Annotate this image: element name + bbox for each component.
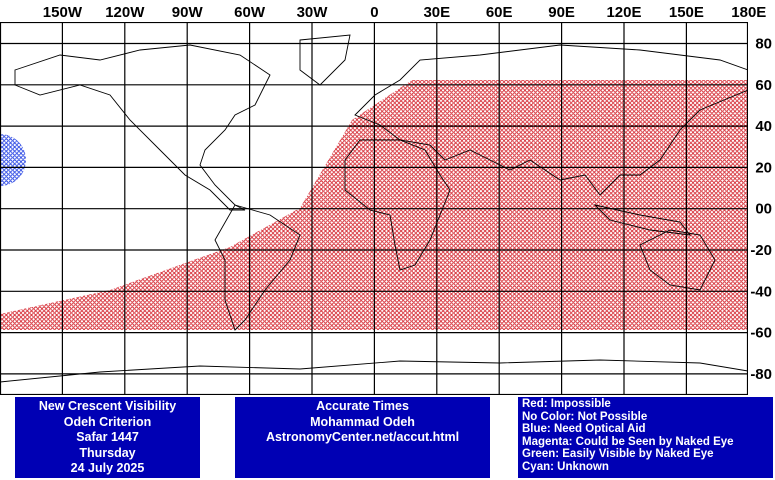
longitude-label: 0 [370,4,378,21]
longitude-label: 30W [297,4,329,21]
longitude-label: 60E [486,4,513,21]
optical-aid-region [0,134,26,186]
legend-entry: Blue: Need Optical Aid [522,423,646,436]
longitude-label: 90W [172,4,204,21]
latitude-label: -60 [750,325,772,342]
latitude-label: 40 [755,118,772,135]
longitude-label: 180E [731,4,766,21]
info-line: 24 July 2025 [70,461,145,475]
latitude-label: 60 [755,77,772,94]
info-line: AstronomyCenter.net/accut.html [265,430,460,444]
info-line: New Crescent Visibility [38,399,177,413]
info-center-box: Accurate Times Mohammad Odeh AstronomyCent… [235,397,490,478]
latitude-label: 80 [755,36,772,53]
info-line: Accurate Times [316,399,409,413]
legend-box: Red: Impossible No Color: Not Possible Blu… [518,397,773,478]
latitude-label: 00 [755,201,772,218]
legend-entry: Red: Impossible [522,398,611,410]
legend-entry: Cyan: Unknown [522,460,609,473]
longitude-label: 120W [105,4,145,21]
legend-entry: No Color: Not Possible [522,410,648,423]
longitude-label: 30E [423,4,450,21]
longitude-label: 150E [669,4,704,21]
info-line: Odeh Criterion [63,414,152,429]
coastlines [0,34,748,383]
legend-entry: Magenta: Could be Seen by Naked Eye [522,435,734,448]
legend-entry: Green: Easily Visible by Naked Eye [522,448,714,461]
longitude-label: 60W [234,4,266,21]
longitude-label: 120E [606,4,641,21]
info-left-box: New Crescent Visibility Odeh Criterion Saf… [15,397,200,478]
info-line: Safar 1447 [76,430,139,444]
latitude-label: -80 [750,366,772,383]
info-line: Thursday [79,445,136,460]
longitude-label: 150W [43,4,83,21]
info-line: Mohammad Odeh [310,414,415,429]
longitude-label: 90E [548,4,575,21]
map: 150W 120W 90W 60W 30W 0 30E 60E 90E 120E 150E 180E 8… [0,4,772,395]
latitude-label: -20 [750,242,772,259]
latitude-label: -40 [750,283,772,300]
latitude-label: 20 [755,159,772,176]
